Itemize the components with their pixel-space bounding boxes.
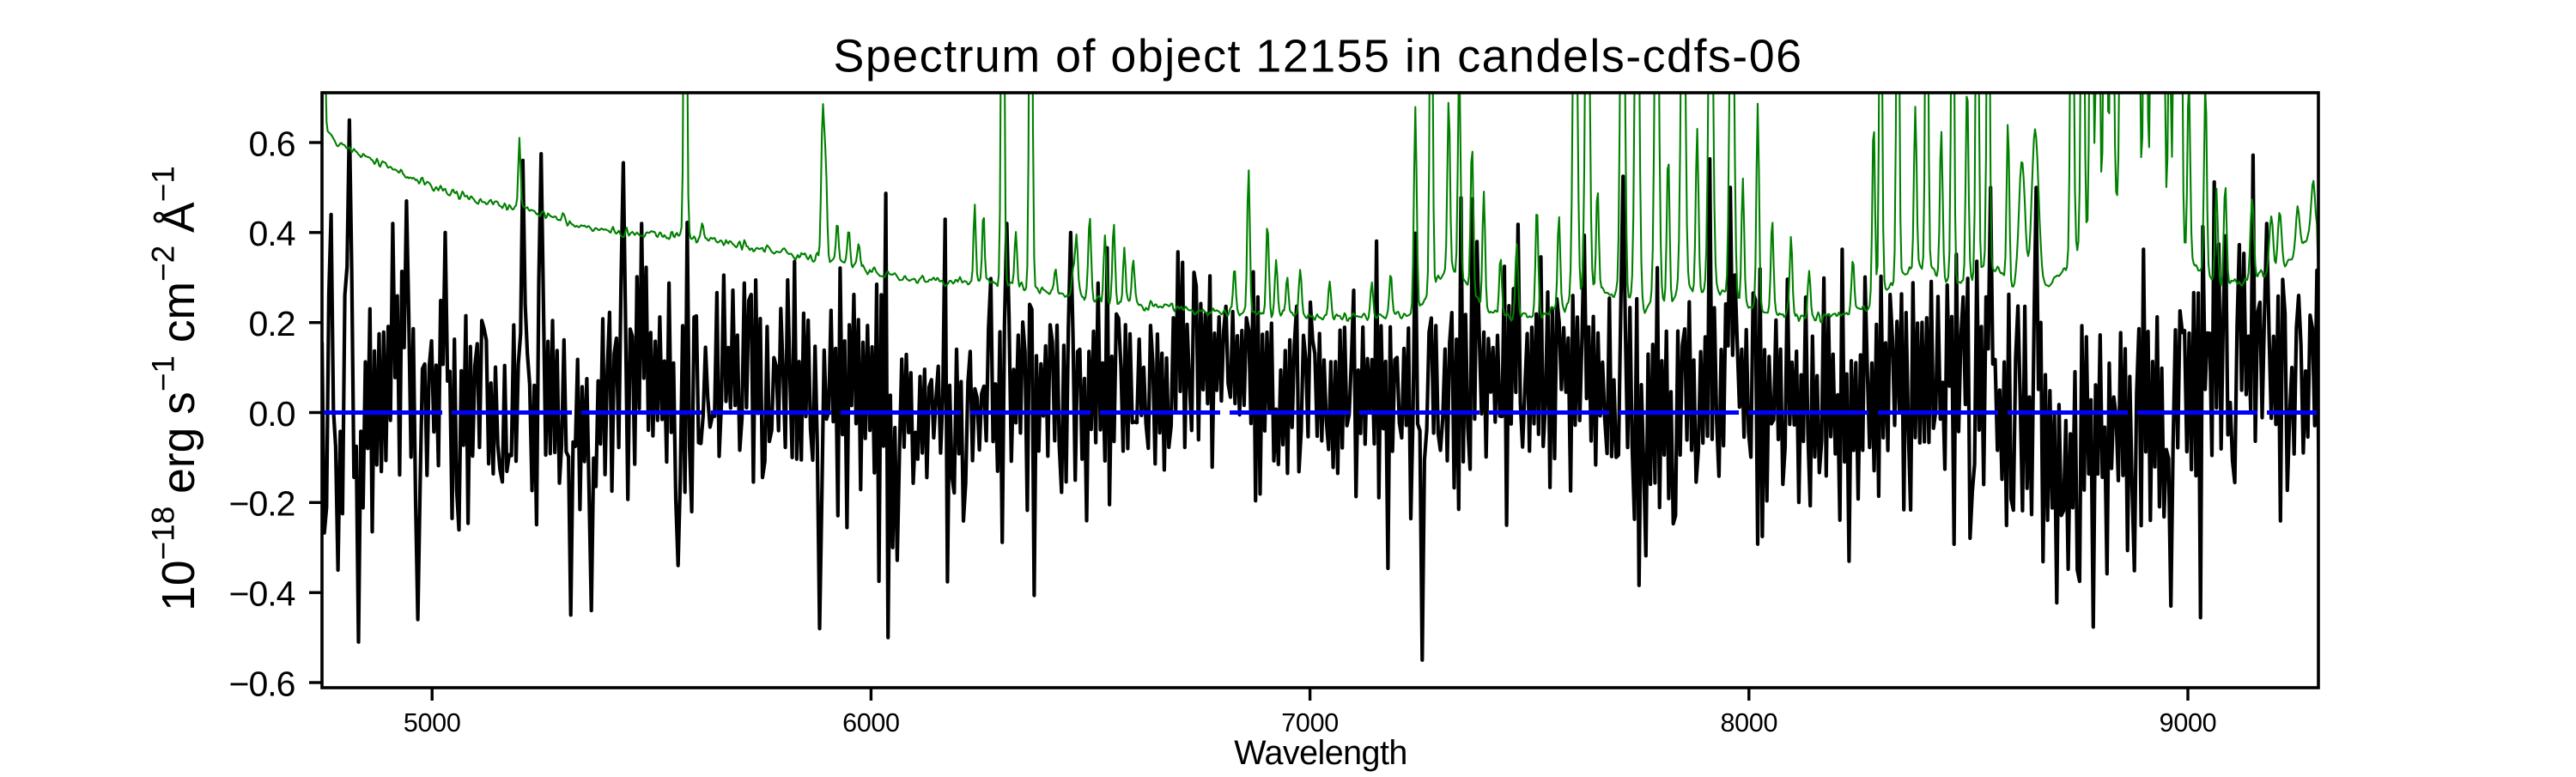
svg-text:−0.6: −0.6 <box>229 664 295 703</box>
svg-text:0.6: 0.6 <box>249 124 295 163</box>
svg-text:9000: 9000 <box>2160 708 2217 738</box>
svg-text:−0.4: −0.4 <box>229 574 295 614</box>
svg-text:−0.2: −0.2 <box>229 484 295 524</box>
svg-text:6000: 6000 <box>842 708 900 738</box>
svg-text:7000: 7000 <box>1281 708 1339 738</box>
svg-text:0.4: 0.4 <box>249 214 295 253</box>
svg-text:0.2: 0.2 <box>249 304 295 343</box>
svg-text:5000: 5000 <box>404 708 461 738</box>
svg-text:0.0: 0.0 <box>249 394 295 434</box>
svg-text:8000: 8000 <box>1720 708 1777 738</box>
svg-text:Wavelength: Wavelength <box>1234 734 1407 772</box>
svg-text:Spectrum of object 12155 in ca: Spectrum of object 12155 in candels-cdfs… <box>833 30 1802 82</box>
